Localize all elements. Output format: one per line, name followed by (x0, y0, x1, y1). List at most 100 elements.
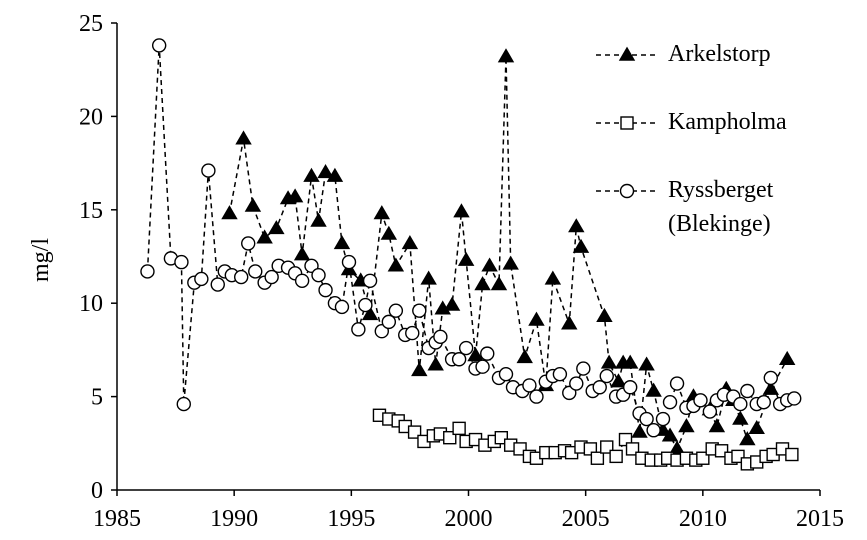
circle-marker (522, 378, 537, 393)
circle-marker (362, 273, 378, 288)
circle-marker (733, 396, 748, 412)
circle-marker (763, 370, 778, 386)
circle-marker (498, 366, 514, 382)
circle-marker (241, 236, 256, 251)
triangle-marker (411, 362, 428, 377)
circle-marker (569, 376, 584, 391)
triangle-marker (678, 418, 695, 433)
triangle-marker (326, 167, 344, 182)
square-marker (609, 449, 623, 464)
triangle-marker (420, 270, 437, 285)
square-marker (785, 447, 799, 462)
triangle-marker (621, 354, 639, 369)
triangle-marker (631, 423, 648, 438)
triangle-marker (256, 229, 273, 244)
y-tick-label: 15 (79, 198, 103, 224)
triangle-marker (708, 418, 726, 433)
circle-marker (140, 264, 155, 279)
circle-marker (311, 267, 326, 283)
circle-marker (176, 396, 191, 412)
circle-marker (480, 346, 495, 361)
triangle-marker (387, 257, 405, 272)
triangle-marker (561, 315, 578, 330)
circle-marker (475, 359, 490, 374)
circle-marker (388, 303, 404, 318)
triangle-marker (748, 419, 765, 435)
triangle-marker (568, 218, 585, 233)
triangle-marker (221, 205, 238, 220)
circle-marker (381, 314, 397, 330)
triangle-marker (401, 235, 419, 250)
triangle-marker (739, 431, 756, 446)
circle-marker (576, 361, 591, 376)
x-tick-label: 2015 (796, 506, 844, 532)
circle-marker (334, 299, 350, 315)
circle-marker (433, 329, 448, 345)
x-tick-label: 2000 (445, 506, 493, 532)
circle-marker (529, 389, 544, 404)
triangle-marker (303, 167, 320, 182)
circle-marker (622, 380, 638, 395)
circle-marker (405, 325, 420, 341)
triangle-marker (516, 348, 533, 364)
circle-marker (693, 393, 708, 408)
circle-marker (210, 277, 225, 292)
circle-marker (669, 376, 685, 391)
square-marker (590, 451, 605, 465)
triangle-marker (244, 197, 262, 212)
triangle-marker (544, 270, 562, 285)
circle-marker (740, 383, 755, 399)
triangle-marker (600, 354, 618, 369)
circle-marker (264, 269, 279, 285)
square-marker (620, 116, 634, 130)
x-tick-label: 1985 (93, 506, 141, 532)
x-tick-label: 2005 (562, 506, 610, 532)
circle-marker (174, 254, 189, 270)
triangle-marker (235, 130, 252, 145)
triangle-marker (596, 307, 613, 322)
x-tick-label: 1995 (327, 506, 375, 532)
y-axis-label: mg/l (28, 238, 54, 282)
triangle-marker (610, 373, 627, 388)
y-tick-label: 5 (91, 385, 103, 411)
circle-marker (702, 404, 718, 419)
circle-marker (646, 423, 661, 438)
circle-marker (151, 38, 167, 53)
triangle-marker (333, 235, 351, 250)
triangle-marker (661, 427, 679, 442)
circle-marker (619, 183, 635, 199)
triangle-marker (497, 48, 515, 63)
circle-marker (351, 322, 366, 337)
triangle-marker (572, 238, 590, 253)
circle-marker (451, 352, 467, 367)
circle-marker (201, 163, 216, 178)
circle-marker (599, 368, 614, 384)
legend-label: Ryssberget (Blekinge) (668, 177, 774, 237)
triangle-marker (317, 164, 334, 179)
triangle-marker (286, 188, 304, 203)
triangle-marker (373, 205, 391, 220)
triangle-marker (380, 225, 398, 240)
circle-marker (294, 273, 310, 288)
triangle-marker (502, 255, 519, 270)
circle-marker (592, 380, 607, 395)
triangle-marker (732, 410, 749, 425)
x-tick-label: 1990 (210, 506, 258, 532)
circle-marker (412, 303, 427, 318)
circle-marker (248, 264, 263, 279)
triangle-marker (268, 220, 285, 235)
circle-marker (233, 269, 249, 285)
square-marker (452, 421, 466, 436)
triangle-marker (427, 356, 444, 371)
triangle-marker (474, 276, 491, 291)
circle-marker (787, 391, 802, 406)
circle-marker (194, 271, 209, 287)
circle-marker (552, 366, 568, 382)
triangle-marker (528, 311, 545, 326)
triangle-marker (618, 46, 636, 61)
triangle-marker (361, 306, 379, 321)
triangle-marker (310, 212, 327, 227)
x-tick-label: 2010 (679, 506, 727, 532)
circle-marker (341, 254, 357, 270)
